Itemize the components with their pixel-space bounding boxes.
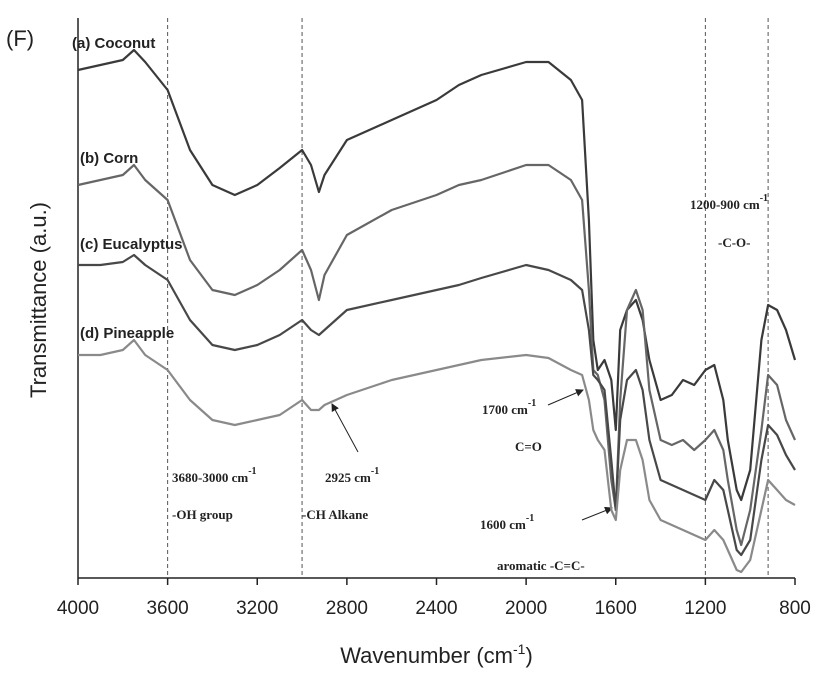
annotation-sup: -1 [526,513,534,524]
annotation-text: 3680-3000 cm [172,470,248,485]
series-label: (d) Pineapple [80,325,174,342]
arrow [547,389,584,406]
x-tick-label: 800 [779,598,811,619]
annotation-text: 1200-900 cm [690,197,760,212]
arrow [331,403,359,453]
series-label: (a) Coconut [72,35,155,52]
x-tick-label: 2000 [505,598,547,619]
annotation-sup: -1 [371,466,379,477]
annotation: 1700 cm-1 [482,398,536,417]
x-tick-label: 2800 [326,598,368,619]
annotation: 2925 cm-1 [325,466,379,485]
annotation-sup: -1 [248,466,256,477]
annotation-text: -C-O- [718,235,751,250]
annotation: -OH group [172,507,233,522]
annotation-sup: -1 [528,398,536,409]
x-axis-label-sup: -1 [513,641,526,657]
spectrum-line [78,338,796,574]
annotation-text: -CH Alkane [302,507,368,522]
spectrum-line [77,48,797,502]
annotation-text: 1600 cm [480,517,526,532]
y-axis-label: Transmittance (a.u.) [26,202,51,398]
x-tick-label: 4000 [57,598,99,619]
spectrum-line [77,163,797,547]
annotation-sup: -1 [760,193,768,204]
x-tick-label: 3600 [146,598,188,619]
annotation-text: aromatic -C=C- [497,558,585,573]
annotation: C=O [515,439,542,454]
annotation: 1200-900 cm-1 [690,193,768,212]
arrow [581,506,613,521]
panel-label: (F) [6,26,34,51]
annotation: -C-O- [718,235,751,250]
annotation-text: 2925 cm [325,470,371,485]
annotation: 1600 cm-1 [480,513,534,532]
x-axis-label-part: Wavenumber (cm [340,643,513,668]
x-tick-label: 2400 [415,598,457,619]
x-tick-label: 1200 [684,598,726,619]
annotation-text: C=O [515,439,542,454]
series-label: (b) Corn [80,150,138,167]
x-axis-label: Wavenumber (cm-1) [340,641,533,668]
annotation-text: -OH group [172,507,233,522]
spectrum-line [78,253,796,557]
series-label: (c) Eucalyptus [80,236,183,253]
annotation-text: 1700 cm [482,402,528,417]
x-tick-label: 3200 [236,598,278,619]
annotation: 3680-3000 cm-1 [172,466,257,485]
annotation: aromatic -C=C- [497,558,585,573]
x-axis-label-part: ) [525,643,532,668]
annotation: -CH Alkane [302,507,368,522]
x-tick-label: 1600 [595,598,637,619]
